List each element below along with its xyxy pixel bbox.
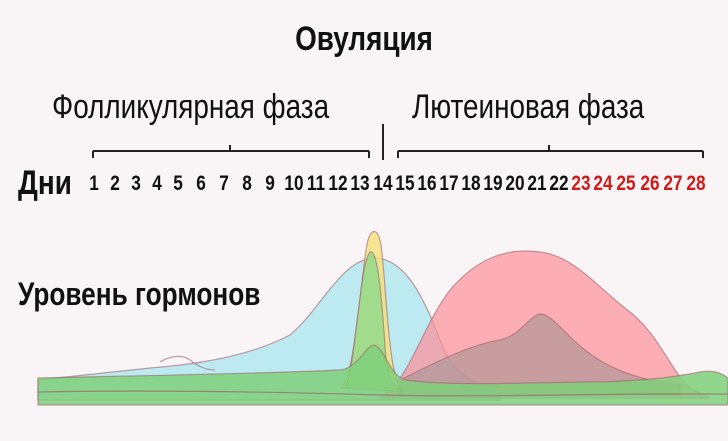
day-5: 5 bbox=[173, 172, 183, 195]
day-19: 19 bbox=[483, 172, 503, 195]
day-23: 23 bbox=[571, 172, 591, 195]
day-10: 10 bbox=[284, 172, 304, 195]
days-label: Дни bbox=[18, 164, 72, 202]
day-7: 7 bbox=[219, 172, 229, 195]
day-20: 20 bbox=[505, 172, 525, 195]
day-3: 3 bbox=[131, 172, 141, 195]
day-8: 8 bbox=[242, 172, 252, 195]
day-18: 18 bbox=[461, 172, 481, 195]
luteal-phase-label: Лютеиновая фаза bbox=[412, 88, 645, 126]
green-hormone-curve bbox=[37, 344, 728, 406]
day-24: 24 bbox=[593, 172, 613, 195]
day-12: 12 bbox=[328, 172, 348, 195]
day-15: 15 bbox=[395, 172, 415, 195]
baseline-curve bbox=[37, 390, 728, 397]
day-14: 14 bbox=[373, 172, 393, 195]
day-17: 17 bbox=[439, 172, 459, 195]
grey-hormone-curve bbox=[399, 313, 681, 396]
hormones-label: Уровень гормонов bbox=[18, 276, 261, 312]
day-16: 16 bbox=[417, 172, 437, 195]
day-28: 28 bbox=[686, 172, 706, 195]
small-bump-curve bbox=[159, 355, 216, 371]
day-22: 22 bbox=[549, 172, 569, 195]
day-13: 13 bbox=[350, 172, 370, 195]
day-1: 1 bbox=[89, 172, 99, 195]
follicular-phase-label: Фолликулярная фаза bbox=[52, 88, 330, 126]
day-26: 26 bbox=[640, 172, 660, 195]
day-27: 27 bbox=[663, 172, 683, 195]
day-2: 2 bbox=[110, 172, 120, 195]
day-9: 9 bbox=[265, 172, 275, 195]
day-11: 11 bbox=[306, 172, 326, 195]
luteal-bracket bbox=[397, 145, 704, 158]
diagram-title: Овуляция bbox=[295, 20, 433, 58]
day-25: 25 bbox=[616, 172, 636, 195]
follicular-bracket bbox=[92, 145, 370, 158]
day-4: 4 bbox=[152, 172, 162, 195]
day-6: 6 bbox=[196, 172, 206, 195]
day-21: 21 bbox=[527, 172, 547, 195]
